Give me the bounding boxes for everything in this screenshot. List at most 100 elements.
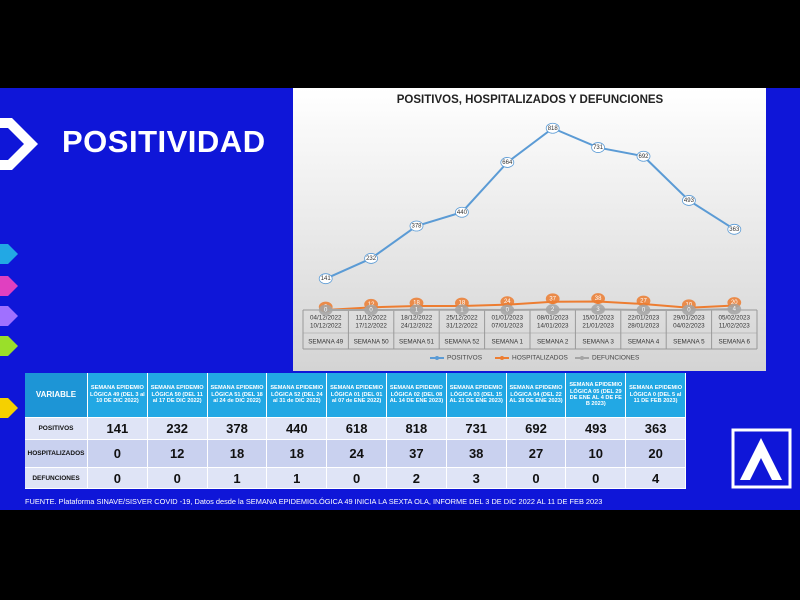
x-tick-label: 25/12/2022 xyxy=(446,315,478,322)
row-label: DEFUNCIONES xyxy=(25,468,88,489)
data-label: 20 xyxy=(731,300,738,306)
x-tick-label: SEMANA 4 xyxy=(628,339,660,346)
x-tick-label: 07/01/2023 xyxy=(492,323,524,330)
data-label: 363 xyxy=(729,227,740,233)
table-value: 1 xyxy=(267,468,328,489)
series-line xyxy=(325,127,735,280)
table-value: 27 xyxy=(506,440,567,468)
data-label: 493 xyxy=(684,198,695,204)
data-label: 27 xyxy=(640,299,647,305)
table-value: 378 xyxy=(207,418,268,440)
data-label: 0 xyxy=(324,308,328,314)
table-value: 0 xyxy=(506,468,567,489)
table-value: 0 xyxy=(88,440,148,468)
stripe xyxy=(0,276,18,296)
x-tick-label: 14/01/2023 xyxy=(537,323,569,330)
data-label: 664 xyxy=(502,160,513,166)
x-tick-label: 24/12/2022 xyxy=(401,323,433,330)
legend-label: DEFUNCIONES xyxy=(592,355,640,362)
column-header: SEMANA EPIDEMIOLÓGICA 04 (DEL 22 AL 28 D… xyxy=(506,373,567,418)
table-value: 0 xyxy=(88,468,148,489)
data-label: 3 xyxy=(596,307,600,313)
x-tick-label: 29/01/2023 xyxy=(673,315,705,322)
table-value: 10 xyxy=(566,440,627,468)
data-label: 0 xyxy=(687,308,691,314)
footer: FUENTE. Plataforma SINAVE/SISVER COVID -… xyxy=(25,497,603,506)
data-label: 818 xyxy=(548,126,559,132)
data-label: 0 xyxy=(369,308,373,314)
table-value: 37 xyxy=(387,440,447,468)
x-tick-label: SEMANA 51 xyxy=(399,339,434,346)
column-header: SEMANA EPIDEMIOLÓGICA 51 (DEL 18 al 24 d… xyxy=(207,373,268,418)
table-value: 363 xyxy=(626,418,686,440)
data-label: 141 xyxy=(321,276,332,282)
chart-title: POSITIVOS, HOSPITALIZADOS Y DEFUNCIONES xyxy=(397,94,664,106)
label-bubble xyxy=(545,122,560,134)
logo-a xyxy=(740,438,782,480)
legend-marker xyxy=(580,356,584,360)
x-tick-label: SEMANA 1 xyxy=(492,339,524,346)
column-header: SEMANA EPIDEMIOLÓGICA 0 (DEL 5 al 11 DE … xyxy=(626,373,686,418)
table-value: 3 xyxy=(446,468,507,489)
x-tick-label: SEMANA 50 xyxy=(354,339,389,346)
data-label: 0 xyxy=(642,308,646,314)
data-label: 232 xyxy=(366,256,377,262)
series-line xyxy=(325,300,735,311)
x-tick-label: 15/01/2023 xyxy=(582,315,614,322)
x-tick-label: SEMANA 6 xyxy=(719,339,751,346)
data-label: 692 xyxy=(638,154,649,160)
column-header: SEMANA EPIDEMIOLÓGICA 52 (DEL 24 al 31 d… xyxy=(267,373,328,418)
table-value: 12 xyxy=(147,440,208,468)
label-bubble xyxy=(454,206,469,218)
label-bubble xyxy=(727,303,742,315)
label-bubble xyxy=(545,304,560,315)
label-bubble xyxy=(318,273,333,285)
data-label: 1 xyxy=(460,307,464,313)
table-value: 618 xyxy=(327,418,387,440)
stripe xyxy=(0,306,18,326)
label-bubble xyxy=(636,304,651,316)
data-label: 0 xyxy=(506,308,510,314)
column-header: SEMANA EPIDEMIOLÓGICA 02 (DEL 08 AL 14 D… xyxy=(387,373,447,418)
table-value: 0 xyxy=(327,468,387,489)
table-value: 24 xyxy=(327,440,387,468)
stripe xyxy=(0,244,18,264)
table-value: 0 xyxy=(566,468,627,489)
table-value: 692 xyxy=(506,418,567,440)
data-label: 37 xyxy=(549,296,556,302)
data-label: 24 xyxy=(504,299,511,305)
x-tick-label: SEMANA 52 xyxy=(444,339,479,346)
table-value: 38 xyxy=(446,440,507,468)
x-tick-label: 10/12/2022 xyxy=(310,323,342,330)
data-label: 18 xyxy=(413,301,420,307)
label-bubble xyxy=(409,220,424,232)
legend-marker xyxy=(435,356,439,360)
chevron xyxy=(0,118,38,170)
label-bubble xyxy=(318,304,333,316)
label-bubble xyxy=(409,304,424,316)
data-label: 2 xyxy=(551,307,555,313)
x-tick-label: SEMANA 3 xyxy=(582,339,614,346)
x-tick-label: 11/02/2023 xyxy=(719,323,751,330)
slide-title: POSITIVIDAD xyxy=(62,124,266,159)
data-label: 731 xyxy=(593,145,604,151)
legend-label: POSITIVOS xyxy=(447,355,483,362)
column-header: SEMANA EPIDEMIOLÓGICA 05 (DEL 29 DE ENE … xyxy=(566,373,627,418)
x-tick-label: 18/12/2022 xyxy=(401,315,433,322)
label-bubble xyxy=(500,157,515,168)
column-header: SEMANA EPIDEMIOLÓGICA 03 (DEL 15 AL 21 D… xyxy=(446,373,507,418)
label-bubble xyxy=(591,142,605,153)
x-tick-label: 11/12/2022 xyxy=(356,315,388,322)
series-line xyxy=(325,308,735,312)
table-value: 141 xyxy=(88,418,148,440)
table-value: 493 xyxy=(566,418,627,440)
x-tick-label: SEMANA 5 xyxy=(673,339,705,346)
legend-marker xyxy=(500,356,504,360)
data-label: 1 xyxy=(415,307,419,313)
label-bubble xyxy=(727,223,742,235)
data-label: 440 xyxy=(457,210,468,216)
label-bubble xyxy=(591,293,605,304)
